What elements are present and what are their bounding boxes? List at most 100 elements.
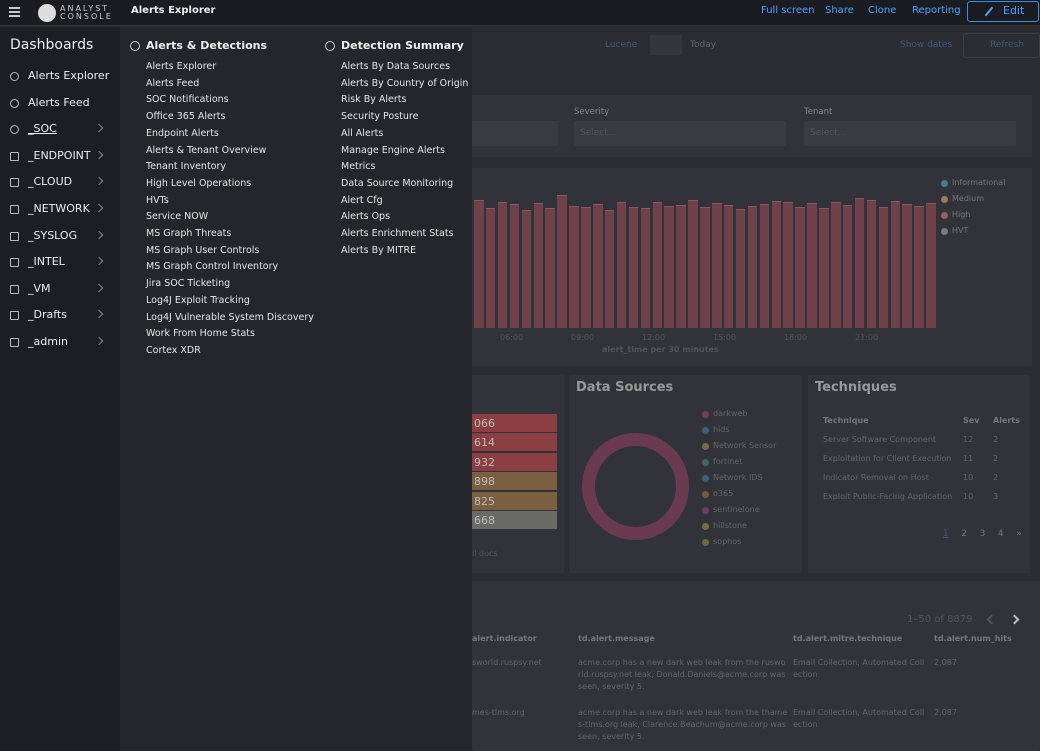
page-link[interactable]: 2: [961, 529, 968, 539]
sidebar-item[interactable]: _CLOUD: [28, 175, 73, 189]
legend-swatch: [941, 196, 948, 203]
table-cell: 11: [963, 454, 974, 463]
flyout-link[interactable]: Tenant Inventory: [146, 161, 227, 173]
sidebar-item[interactable]: _SYSLOG: [28, 228, 78, 242]
flyout-link[interactable]: Office 365 Alerts: [146, 111, 226, 123]
flyout-link[interactable]: Log4J Vulnerable System Discovery: [146, 311, 314, 323]
flyout-link[interactable]: Alerts Ops: [341, 211, 391, 223]
sidebar-item[interactable]: Alerts Explorer: [28, 69, 110, 82]
sidebar-item[interactable]: Alerts Feed: [28, 95, 90, 109]
flyout-link[interactable]: Alerts Explorer: [146, 61, 217, 72]
flyout-link[interactable]: Jira SOC Ticketing: [146, 278, 231, 290]
flyout-link[interactable]: Risk By Alerts: [341, 94, 407, 106]
bar: [688, 200, 698, 328]
legend-label: Network IDS: [713, 473, 763, 482]
sidebar-item[interactable]: _admin: [28, 335, 68, 348]
sidebar-icon: [10, 98, 19, 108]
flyout-icon: [325, 41, 335, 51]
show-dates[interactable]: Show dates: [900, 40, 953, 50]
page-link[interactable]: 1: [943, 529, 949, 539]
bar: [664, 206, 674, 328]
bar: [795, 207, 805, 328]
flyout-link[interactable]: Data Source Monitoring: [341, 177, 454, 189]
flyout-link[interactable]: Alerts By MITRE: [341, 244, 417, 256]
legend-label: Medium: [952, 194, 984, 203]
flyout-link[interactable]: Security Posture: [341, 111, 419, 123]
filter-select: [804, 121, 1016, 146]
flyout-link[interactable]: All Alerts: [341, 127, 384, 139]
flyout-link[interactable]: Alert Cfg: [341, 194, 383, 206]
page-link[interactable]: 4: [997, 529, 1004, 539]
flyout-link[interactable]: Work From Home Stats: [146, 328, 255, 340]
flyout-link[interactable]: Alerts Feed: [146, 77, 200, 89]
edit-label[interactable]: Edit: [1003, 4, 1025, 17]
bar: [819, 208, 829, 328]
top-action[interactable]: Share: [825, 5, 854, 16]
flyout-link[interactable]: MS Graph User Controls: [146, 244, 260, 256]
date-range: Today: [690, 40, 717, 50]
table-cell: 2: [993, 473, 999, 482]
flyout-link[interactable]: Alerts Enrichment Stats: [341, 228, 454, 239]
legend-label: Network Sensor: [713, 441, 777, 450]
sidebar-item[interactable]: _INTEL: [28, 255, 65, 269]
flyout-link[interactable]: Log4J Exploit Tracking: [146, 294, 250, 306]
legend-swatch: [702, 507, 709, 514]
flyout-link[interactable]: Alerts By Data Sources: [341, 61, 451, 72]
flyout-link[interactable]: MS Graph Threats: [146, 228, 232, 239]
top-bar: [0, 0, 1040, 26]
count-cell: [472, 491, 557, 510]
doc-cell: acme.corp has a new dark web leak from t…: [578, 708, 788, 741]
legend-label: sentinelone: [713, 505, 760, 514]
table-header: Technique: [823, 416, 869, 425]
legend-swatch: [941, 228, 948, 235]
x-tick-label: 12:00: [642, 333, 666, 342]
top-action[interactable]: Clone: [868, 5, 897, 16]
bar: [533, 203, 543, 328]
legend-swatch: [702, 427, 709, 434]
flyout-link[interactable]: High Level Operations: [146, 177, 252, 189]
top-action[interactable]: Full screen: [761, 5, 815, 16]
flyout-link[interactable]: Alerts & Tenant Overview: [146, 144, 267, 156]
flyout-link[interactable]: Manage Engine Alerts: [341, 144, 445, 156]
bar: [593, 204, 603, 328]
table-cell: 10: [963, 492, 974, 501]
table-cell: Indicator Removal on Host: [823, 473, 929, 482]
sidebar-item[interactable]: _VM: [28, 281, 51, 295]
sidebar-item[interactable]: _SOC: [28, 122, 57, 136]
count-cell: [472, 472, 557, 491]
sidebar-item[interactable]: _ENDPOINT: [28, 148, 91, 162]
page-link[interactable]: 3: [979, 529, 986, 539]
flyout-link[interactable]: SOC Notifications: [146, 94, 229, 106]
doc-cell: Email Collection, Automated Collection: [793, 658, 925, 679]
menu-icon[interactable]: [9, 7, 20, 17]
legend-label: Informational: [952, 178, 1006, 187]
bar: [854, 198, 865, 328]
x-tick-label: 06:00: [500, 333, 524, 342]
bar: [712, 203, 722, 328]
doc-cell: mes-tlms.org: [472, 708, 525, 717]
flyout-link[interactable]: Endpoint Alerts: [146, 127, 219, 139]
doc-cell: 2,087: [934, 658, 957, 667]
top-action[interactable]: Reporting: [912, 5, 961, 16]
flyout-link[interactable]: Metrics: [341, 161, 376, 173]
flyout-link[interactable]: Service NOW: [146, 211, 209, 223]
bar: [557, 195, 567, 328]
x-tick-label: 15:00: [713, 333, 737, 342]
page-link[interactable]: »: [1016, 529, 1022, 539]
bar: [509, 204, 520, 328]
flyout-link[interactable]: HVTs: [146, 194, 169, 206]
bar: [723, 205, 734, 328]
flyout-link[interactable]: MS Graph Control Inventory: [146, 261, 279, 273]
refresh[interactable]: Refresh: [990, 40, 1024, 50]
doc-header: td.alert.message: [578, 634, 655, 643]
flyout-link[interactable]: Alerts By Country of Origin: [341, 77, 469, 89]
sidebar-item[interactable]: _Drafts: [28, 308, 67, 322]
legend-swatch: [702, 459, 709, 466]
sidebar-item[interactable]: _NETWORK: [28, 202, 90, 215]
edit-button[interactable]: [967, 1, 1039, 22]
flyout-link[interactable]: Cortex XDR: [146, 344, 201, 356]
count-value: 825: [474, 494, 495, 508]
doc-header: alert.indicator: [472, 634, 537, 643]
date-picker: [650, 35, 682, 55]
legend-label: o365: [713, 489, 734, 498]
